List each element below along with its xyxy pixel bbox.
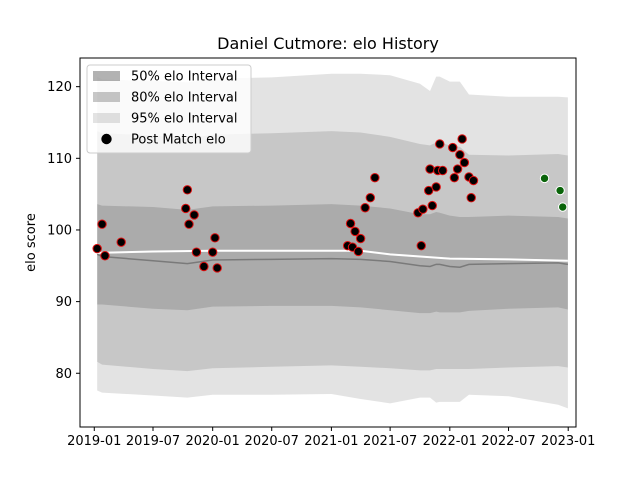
x-tick-label: 2020-01 xyxy=(186,434,240,449)
post-match-point xyxy=(431,182,441,192)
legend-label: 50% elo Interval xyxy=(131,70,238,85)
y-tick-label: 100 xyxy=(47,223,72,238)
post-match-point xyxy=(207,247,218,257)
post-match-point xyxy=(437,165,448,176)
post-match-point xyxy=(370,172,380,183)
post-match-point xyxy=(418,204,428,214)
post-match-point xyxy=(345,218,356,229)
x-axis-ticks: 2019-01 2019-07 2020-01 2020-07 2021-01 2021-… xyxy=(67,427,595,449)
post-match-point xyxy=(184,219,194,229)
post-match-point xyxy=(212,263,222,273)
post-match-point xyxy=(427,200,437,211)
post-match-point xyxy=(199,261,209,272)
post-match-point xyxy=(425,164,435,174)
legend-label: Post Match elo xyxy=(131,133,226,148)
y-tick-label: 90 xyxy=(55,295,72,310)
legend-swatch xyxy=(93,92,120,102)
x-tick-label: 2019-01 xyxy=(67,434,121,449)
post-match-points xyxy=(92,134,568,273)
median-line xyxy=(96,253,568,268)
y-tick-label: 80 xyxy=(55,367,72,382)
post-match-point xyxy=(424,185,434,196)
recent-match-point xyxy=(555,185,565,196)
post-match-point xyxy=(365,193,376,203)
post-match-point xyxy=(466,193,476,203)
legend-swatch xyxy=(93,71,120,81)
post-match-point xyxy=(468,175,479,186)
post-match-point xyxy=(448,142,458,153)
post-match-point xyxy=(360,203,370,213)
post-match-point xyxy=(459,157,470,168)
x-tick-label: 2022-07 xyxy=(481,434,535,449)
legend-marker xyxy=(101,133,112,145)
post-match-point xyxy=(97,219,107,229)
band-95 xyxy=(97,73,568,409)
post-match-point xyxy=(435,139,445,149)
post-match-point xyxy=(116,237,126,247)
y-axis-ticks: 80 90 100 110 120 xyxy=(47,80,80,382)
post-match-point xyxy=(452,164,463,174)
recent-match-point xyxy=(558,202,568,212)
mean-line xyxy=(97,249,568,262)
y-axis-label: elo score xyxy=(24,213,39,272)
legend-box xyxy=(86,64,252,154)
legend-label: 80% elo Interval xyxy=(131,91,238,106)
post-match-point xyxy=(92,243,102,254)
post-match-point xyxy=(355,233,366,244)
post-match-point xyxy=(181,203,191,214)
post-match-point xyxy=(210,233,220,243)
post-match-point xyxy=(182,185,193,195)
interval-bands xyxy=(97,73,568,409)
post-match-point xyxy=(455,150,465,160)
post-match-point xyxy=(191,247,202,257)
post-match-point xyxy=(353,246,364,257)
legend-label: 95% elo Interval xyxy=(131,112,238,127)
x-tick-label: 2020-07 xyxy=(245,434,299,449)
recent-match-point xyxy=(539,173,550,184)
post-match-point xyxy=(100,251,110,261)
chart-title: Daniel Cutmore: elo History xyxy=(217,34,439,53)
legend-swatch xyxy=(93,113,120,123)
x-tick-label: 2022-01 xyxy=(423,434,477,449)
x-tick-label: 2023-01 xyxy=(541,434,595,449)
x-tick-label: 2019-07 xyxy=(126,434,180,449)
elo-lines xyxy=(96,249,568,268)
post-match-point xyxy=(457,134,467,144)
post-match-point xyxy=(350,226,360,237)
y-tick-label: 120 xyxy=(47,80,72,95)
x-tick-label: 2021-01 xyxy=(304,434,358,449)
post-match-point xyxy=(416,241,426,251)
plot-area-frame xyxy=(79,57,577,428)
legend: 50% elo Interval 80% elo Interval 95% elo … xyxy=(86,64,252,154)
y-tick-label: 110 xyxy=(47,152,72,167)
post-match-point xyxy=(449,172,460,183)
x-tick-label: 2021-07 xyxy=(363,434,417,449)
post-match-point xyxy=(189,210,199,220)
